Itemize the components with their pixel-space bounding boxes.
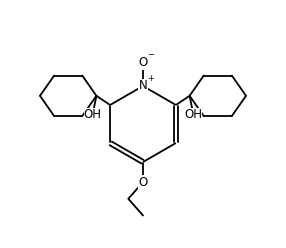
Text: O: O [138, 176, 148, 189]
Text: −: − [147, 51, 154, 60]
Text: N: N [139, 80, 147, 93]
Text: OH: OH [84, 108, 102, 121]
Text: O: O [138, 56, 148, 69]
Text: OH: OH [184, 108, 202, 121]
Text: +: + [147, 74, 154, 83]
